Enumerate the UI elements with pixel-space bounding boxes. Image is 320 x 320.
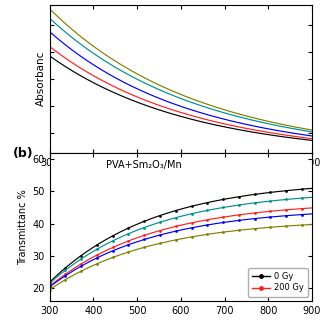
Text: PVA+Sm₂O₃/Mn: PVA+Sm₂O₃/Mn <box>106 160 182 170</box>
Y-axis label: Absorbanc: Absorbanc <box>36 51 45 107</box>
Text: (b): (b) <box>13 147 34 160</box>
Y-axis label: Transmittanc %: Transmittanc % <box>18 189 28 265</box>
X-axis label: λ(nm): λ(nm) <box>162 194 199 207</box>
Legend: 0 Gy, 200 Gy: 0 Gy, 200 Gy <box>248 268 308 297</box>
